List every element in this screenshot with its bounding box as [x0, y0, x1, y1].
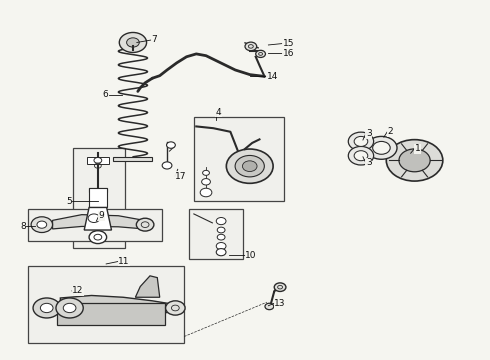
Circle shape	[89, 231, 107, 244]
Circle shape	[399, 149, 430, 172]
Text: 1: 1	[415, 144, 420, 153]
Circle shape	[126, 38, 139, 47]
Circle shape	[235, 156, 264, 177]
Circle shape	[40, 303, 53, 312]
Bar	[28, 208, 162, 241]
Circle shape	[33, 298, 60, 318]
Circle shape	[136, 218, 154, 231]
Text: 3: 3	[366, 158, 371, 167]
Text: 17: 17	[175, 172, 186, 181]
Text: 9: 9	[99, 211, 104, 220]
Circle shape	[274, 283, 286, 292]
Circle shape	[202, 170, 209, 175]
Circle shape	[217, 234, 225, 240]
Text: 2: 2	[387, 127, 393, 136]
Text: 4: 4	[216, 108, 221, 117]
Circle shape	[200, 188, 212, 197]
Bar	[189, 208, 243, 258]
Text: 13: 13	[274, 299, 286, 308]
Text: 7: 7	[151, 36, 157, 45]
Circle shape	[162, 162, 172, 169]
Circle shape	[31, 217, 52, 233]
Circle shape	[63, 303, 76, 312]
Polygon shape	[135, 276, 160, 297]
Circle shape	[56, 298, 83, 318]
Circle shape	[366, 136, 397, 159]
Text: 16: 16	[283, 49, 294, 58]
Circle shape	[37, 221, 47, 228]
Circle shape	[202, 179, 210, 185]
Bar	[114, 157, 152, 161]
Bar	[194, 117, 284, 202]
Polygon shape	[52, 215, 144, 229]
Circle shape	[373, 141, 390, 154]
Bar	[87, 157, 109, 164]
Text: 11: 11	[118, 257, 130, 266]
Circle shape	[217, 227, 225, 233]
Bar	[89, 188, 107, 192]
Circle shape	[354, 136, 368, 147]
Circle shape	[216, 243, 226, 249]
Text: 10: 10	[245, 251, 256, 260]
Circle shape	[166, 301, 185, 315]
Bar	[89, 188, 107, 207]
Circle shape	[226, 149, 273, 183]
Circle shape	[119, 32, 147, 53]
Polygon shape	[60, 296, 174, 318]
Circle shape	[348, 147, 374, 165]
Bar	[28, 266, 184, 342]
Bar	[74, 148, 124, 248]
Circle shape	[167, 142, 175, 148]
Text: 15: 15	[283, 39, 294, 48]
Circle shape	[348, 132, 374, 151]
Circle shape	[265, 303, 274, 310]
Polygon shape	[84, 207, 112, 230]
Circle shape	[216, 217, 226, 225]
Circle shape	[256, 50, 266, 58]
Circle shape	[216, 249, 226, 256]
Text: 14: 14	[267, 72, 278, 81]
Text: 12: 12	[72, 286, 83, 295]
Circle shape	[88, 214, 100, 222]
Circle shape	[354, 151, 368, 161]
Text: 6: 6	[103, 90, 109, 99]
Circle shape	[245, 42, 257, 51]
Bar	[57, 303, 165, 325]
Text: 3: 3	[366, 129, 371, 138]
Text: 8: 8	[20, 222, 26, 231]
Text: 5: 5	[66, 197, 72, 206]
Circle shape	[243, 161, 257, 171]
Circle shape	[386, 140, 443, 181]
